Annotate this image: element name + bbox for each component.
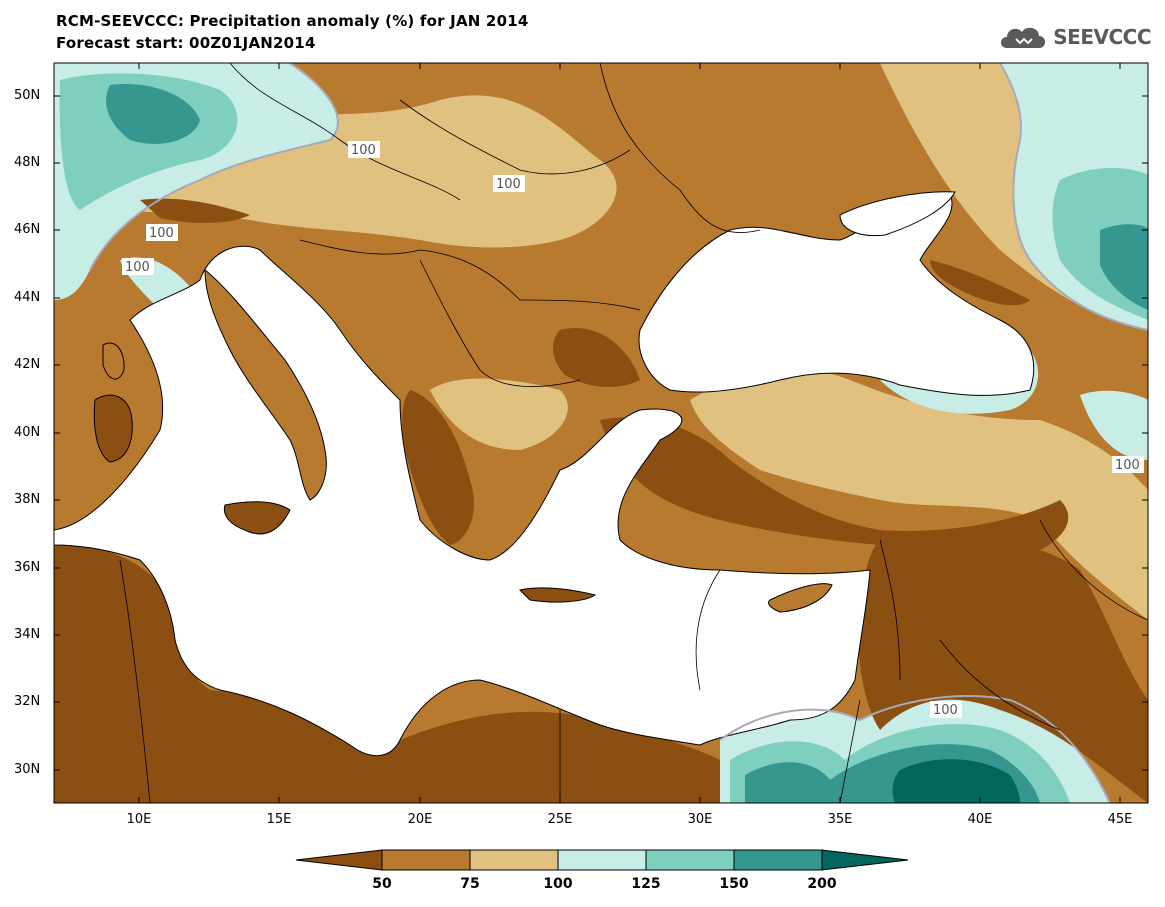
colorbar-bin [733, 849, 823, 871]
field-very-dry-africa [54, 540, 720, 803]
logo-text: SEEVCCC [1053, 25, 1151, 49]
lat-label: 48N [14, 155, 41, 170]
lat-label: 42N [14, 357, 41, 372]
lat-label: 40N [14, 425, 41, 440]
black-sea [638, 194, 1035, 396]
lon-label: 30E [687, 812, 713, 827]
field-extreme-wet-redsea [892, 759, 1020, 803]
lat-label: 32N [14, 694, 41, 709]
colorbar-label: 125 [631, 876, 661, 892]
lat-label: 44N [14, 290, 41, 305]
lat-label: 50N [14, 88, 41, 103]
lon-label: 35E [827, 812, 853, 827]
seevccc-logo: SEEVCCC [997, 22, 1151, 52]
lat-label: 36N [14, 560, 41, 575]
colorbar-bin [557, 849, 647, 871]
contour-ne [999, 62, 1149, 331]
field-very-dry-greece [402, 390, 474, 545]
contour-alps [89, 62, 339, 271]
cyprus [767, 583, 833, 613]
lat-ticks [54, 95, 1148, 771]
colorbar-bin [469, 849, 559, 871]
lat-label: 30N [14, 762, 41, 777]
lon-label: 45E [1107, 812, 1133, 827]
sardinia [93, 394, 133, 463]
cloud-icon [1001, 27, 1046, 48]
contour-label: 100 [149, 226, 174, 241]
colorbar-bin [821, 849, 909, 871]
corsica [102, 342, 125, 380]
colorbar-bin [381, 849, 471, 871]
colorbar-bin [295, 849, 383, 871]
lon-ticks [138, 63, 1121, 803]
field-very-dry-blacksea-ne [930, 260, 1030, 306]
contour-label: 100 [496, 177, 521, 192]
field-slightly-dry-balkan [430, 378, 568, 450]
italy-land [204, 268, 327, 501]
crete [518, 587, 597, 603]
lat-label: 38N [14, 492, 41, 507]
colorbar [295, 849, 909, 871]
contour-label: 100 [1115, 458, 1140, 473]
field-very-dry-levant [858, 536, 1148, 803]
sicily [223, 501, 291, 535]
contour-redsea [719, 695, 1111, 804]
colorbar-label: 75 [460, 876, 480, 892]
field-very-dry-alps [140, 198, 250, 223]
contour-label-group: 100 100 100 100 100 100 [122, 141, 1144, 718]
lon-label: 20E [407, 812, 433, 827]
contour-100-lines [89, 62, 1149, 804]
country-borders [119, 62, 1149, 804]
field-very-wet-alps [106, 84, 200, 144]
field-wet-caucasus [1080, 390, 1148, 460]
lon-label: 15E [266, 812, 292, 827]
colorbar-bin [645, 849, 735, 871]
contour-label: 100 [351, 143, 376, 158]
field-very-wet-ne [1100, 224, 1148, 310]
field-slightly-dry-anatolia [690, 369, 1148, 620]
colorbar-label: 200 [807, 876, 837, 892]
colorbar-label: 50 [372, 876, 392, 892]
contour-label: 100 [933, 703, 958, 718]
sea-areas [53, 191, 1035, 757]
lon-label: 40E [967, 812, 993, 827]
colorbar-label: 150 [719, 876, 749, 892]
sea-of-azov [839, 191, 956, 237]
lat-label: 46N [14, 222, 41, 237]
map-title: RCM-SEEVCCC: Precipitation anomaly (%) f… [56, 12, 529, 30]
field-very-dry-anatolia [600, 417, 1069, 550]
lon-label: 25E [547, 812, 573, 827]
lon-label: 10E [126, 812, 152, 827]
colorbar-label: 100 [543, 876, 573, 892]
contour-label: 100 [125, 260, 150, 275]
lat-label: 34N [14, 627, 41, 642]
field-very-dry-bulgaria [553, 328, 640, 387]
forecast-start: Forecast start: 00Z01JAN2014 [56, 34, 316, 52]
